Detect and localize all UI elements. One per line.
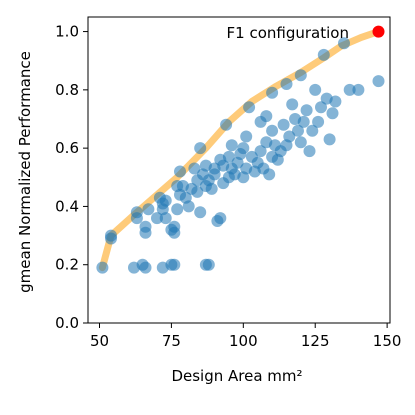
scatter-point	[182, 200, 195, 213]
scatter-point	[96, 261, 109, 274]
scatter-point	[286, 98, 299, 111]
scatter-point	[194, 206, 207, 219]
scatter-point	[130, 206, 143, 219]
scatter-point	[326, 107, 339, 120]
scatter-point	[220, 118, 233, 131]
scatter-point	[237, 142, 250, 155]
scatter-point	[352, 83, 365, 96]
x-tick-label: 125	[301, 332, 330, 350]
scatter-point	[294, 69, 307, 82]
x-tick-label: 50	[90, 332, 109, 350]
scatter-point	[214, 212, 227, 225]
scatter-point	[323, 133, 336, 146]
scatter-point	[309, 83, 322, 96]
y-tick-label: 0.0	[55, 314, 79, 332]
scatter-point	[283, 130, 296, 143]
x-tick-label: 100	[229, 332, 258, 350]
scatter-point	[372, 75, 385, 88]
scatter-point	[243, 101, 256, 114]
scatter-point	[329, 95, 342, 108]
scatter-point	[194, 142, 207, 155]
y-tick-label: 0.6	[55, 139, 79, 157]
x-tick-label: 150	[373, 332, 402, 350]
scatter-point	[277, 118, 290, 131]
scatter-point	[174, 165, 186, 178]
plot-frame	[87, 16, 391, 324]
scatter-point	[266, 86, 279, 99]
scatter-point	[306, 124, 319, 137]
annotation-f1-configuration: F1 configuration	[227, 24, 349, 42]
scatter-point	[292, 124, 304, 137]
scatter-point	[171, 203, 184, 216]
scatter-point	[142, 203, 155, 216]
scatter-point	[151, 212, 163, 225]
scatter-point	[225, 139, 238, 152]
scatter-point	[139, 261, 152, 274]
scatter-point	[343, 83, 356, 96]
scatter-point	[159, 212, 172, 225]
x-tick-label: 75	[162, 332, 181, 350]
scatter-point	[303, 145, 316, 158]
scatter-point	[266, 124, 279, 137]
scatter-point	[317, 48, 330, 61]
scatter-point	[312, 115, 325, 128]
scatter-point	[139, 220, 152, 233]
scatter-point	[254, 145, 267, 158]
scatter-point	[338, 37, 350, 50]
scatter-point	[191, 185, 204, 198]
scatter-point	[159, 194, 172, 207]
scatter-point	[315, 101, 327, 114]
y-tick-label: 1.0	[55, 23, 79, 41]
scatter-point	[168, 220, 181, 233]
scatter-point	[222, 150, 235, 163]
scatter-point	[188, 162, 201, 175]
scatter-point	[280, 78, 293, 90]
x-axis-label: Design Area mm²	[171, 367, 302, 385]
y-tick-label: 0.2	[55, 256, 79, 274]
scatter-point	[300, 104, 313, 117]
scatter-point	[297, 115, 310, 128]
f1-configuration-point	[372, 25, 385, 38]
scatter-point	[240, 130, 253, 143]
scatter-point	[202, 258, 215, 271]
scatter-point	[105, 229, 117, 242]
y-axis-label: gmean Normalized Performance	[16, 51, 34, 293]
scatter-point	[260, 110, 273, 123]
scatter-point	[263, 168, 276, 181]
y-tick-label: 0.8	[55, 81, 79, 99]
y-tick-label: 0.4	[55, 197, 79, 215]
scatter-point	[294, 136, 307, 149]
scatter-point	[205, 182, 218, 195]
scatter-point	[168, 258, 181, 271]
